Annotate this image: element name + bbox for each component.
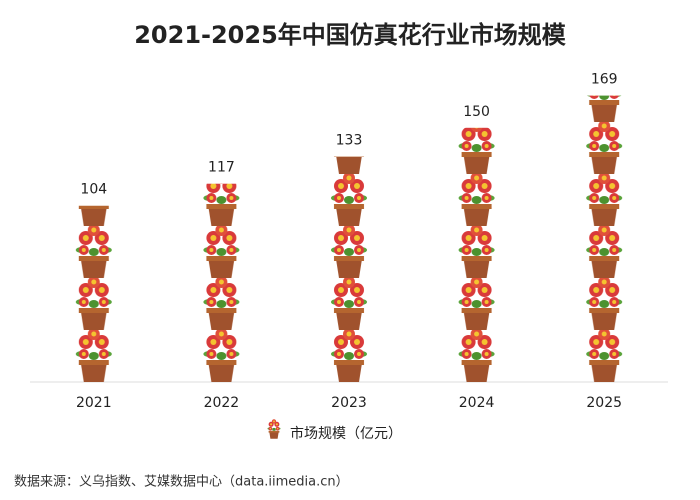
bar bbox=[199, 183, 244, 382]
x-tick-label: 2025 bbox=[586, 395, 622, 411]
value-label: 117 bbox=[208, 160, 235, 176]
legend-label: 市场规模（亿元） bbox=[290, 425, 402, 442]
x-tick-label: 2024 bbox=[459, 395, 495, 411]
value-label: 133 bbox=[336, 133, 363, 149]
bar bbox=[582, 95, 627, 382]
chart-title: 2021-2025年中国仿真花行业市场规模 bbox=[134, 21, 567, 49]
value-label: 169 bbox=[591, 72, 618, 88]
x-tick-label: 2021 bbox=[76, 395, 112, 411]
value-label: 150 bbox=[463, 104, 490, 120]
x-tick-label: 2023 bbox=[331, 395, 367, 411]
bar bbox=[71, 205, 116, 382]
value-label: 104 bbox=[80, 182, 107, 198]
legend: 市场规模（亿元） bbox=[267, 419, 402, 442]
bar bbox=[327, 156, 371, 382]
source: 数据来源：义乌指数、艾媒数据中心（data.iimedia.cn） bbox=[14, 474, 349, 490]
bar bbox=[454, 127, 499, 382]
legend-icon bbox=[267, 419, 281, 439]
x-tick-label: 2022 bbox=[204, 395, 240, 411]
